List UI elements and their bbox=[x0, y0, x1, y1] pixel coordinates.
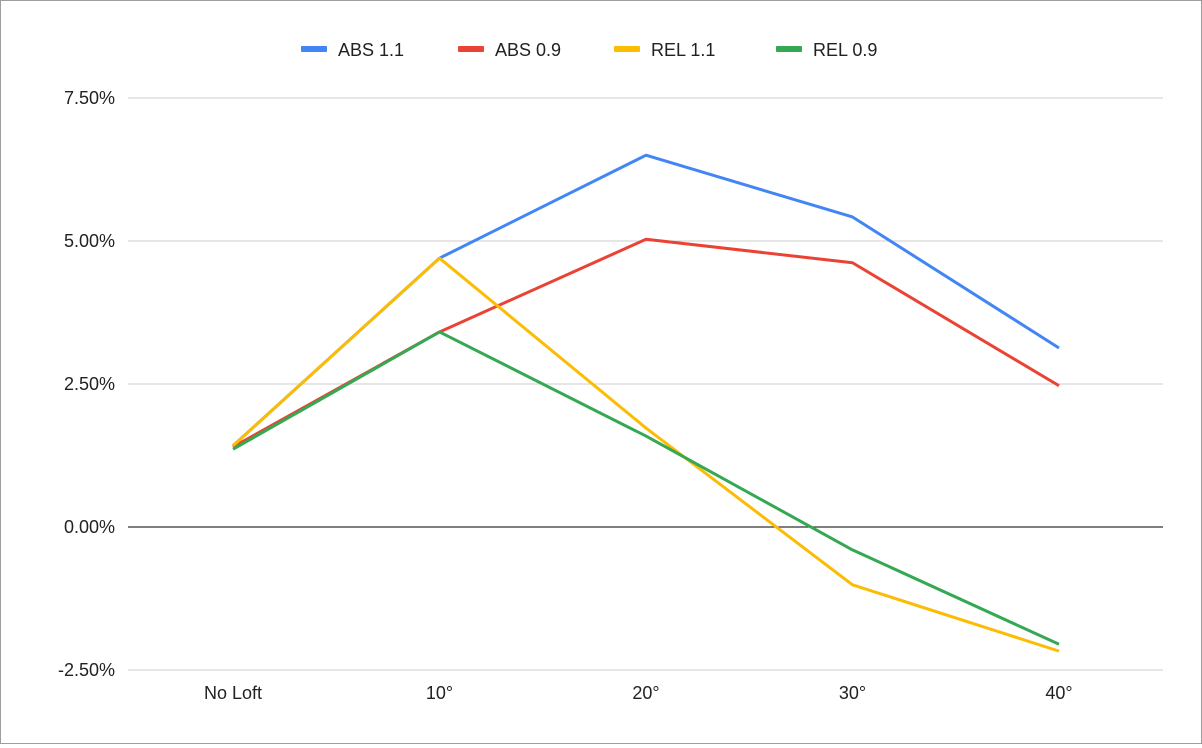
y-tick-label: 2.50% bbox=[64, 374, 115, 394]
legend-label: REL 1.1 bbox=[651, 40, 715, 60]
legend-label: REL 0.9 bbox=[813, 40, 877, 60]
x-tick-label: 40° bbox=[1045, 683, 1072, 703]
y-tick-label: -2.50% bbox=[58, 660, 115, 680]
x-axis-ticks: No Loft 10° 20° 30° 40° bbox=[204, 683, 1073, 703]
y-tick-label: 7.50% bbox=[64, 88, 115, 108]
series-line-rel-1-1 bbox=[231, 256, 1060, 653]
y-tick-label: 0.00% bbox=[64, 517, 115, 537]
legend-swatch bbox=[458, 46, 484, 52]
legend-swatch bbox=[301, 46, 327, 52]
x-tick-label: 10° bbox=[426, 683, 453, 703]
x-tick-label: 20° bbox=[632, 683, 659, 703]
gridlines bbox=[128, 97, 1163, 671]
x-tick-label: 30° bbox=[839, 683, 866, 703]
series-line-rel-0-9 bbox=[232, 330, 1060, 646]
legend-label: ABS 1.1 bbox=[338, 40, 404, 60]
y-tick-label: 5.00% bbox=[64, 231, 115, 251]
legend-swatch bbox=[776, 46, 802, 52]
series-line-abs-1-1 bbox=[231, 153, 1060, 447]
legend: ABS 1.1 ABS 0.9 REL 1.1 REL 0.9 bbox=[301, 40, 877, 60]
legend-swatch bbox=[614, 46, 640, 52]
series-lines bbox=[231, 153, 1060, 653]
legend-label: ABS 0.9 bbox=[495, 40, 561, 60]
y-axis-ticks: -2.50% 0.00% 2.50% 5.00% 7.50% bbox=[58, 88, 115, 680]
x-tick-label: No Loft bbox=[204, 683, 262, 703]
